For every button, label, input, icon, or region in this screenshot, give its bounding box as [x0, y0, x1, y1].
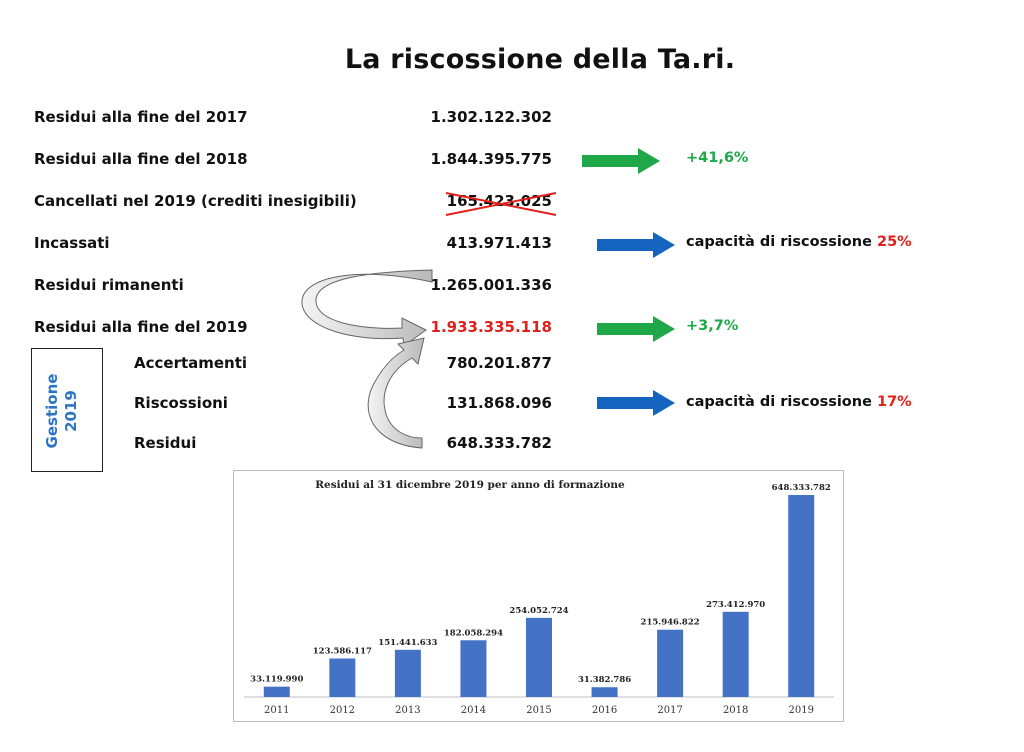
row-label-incassati: Incassati	[34, 234, 110, 252]
curved-arrows-graphic	[301, 269, 433, 449]
data-label-2012: 123.586.117	[313, 646, 372, 656]
page-title: La riscossione della Ta.ri.	[344, 44, 736, 75]
row-label-residui-2017: Residui alla fine del 2017	[34, 108, 248, 126]
bar-chart: Residui al 31 dicembre 2019 per anno di …	[244, 479, 834, 716]
tick-label-2018: 2018	[723, 705, 748, 716]
green-arrow-2019	[597, 316, 675, 342]
bar-2018	[722, 611, 749, 697]
bar-2012	[329, 658, 356, 697]
tick-label-2017: 2017	[657, 705, 682, 716]
row-label-residui-rimanenti: Residui rimanenti	[34, 276, 184, 294]
row-value-residui-2018: 1.844.395.775	[430, 150, 552, 168]
bar-2016	[591, 687, 618, 697]
data-label-2016: 31.382.786	[578, 675, 631, 685]
gestione-label-accertamenti: Accertamenti	[134, 354, 248, 372]
bar-2017	[657, 629, 684, 697]
chart-container: Residui al 31 dicembre 2019 per anno di …	[233, 470, 844, 722]
capacity-gestione-percent: 17%	[876, 394, 912, 410]
data-label-2019: 648.333.782	[772, 483, 831, 493]
data-label-2017: 215.946.822	[641, 618, 700, 628]
tick-label-2012: 2012	[330, 705, 355, 716]
gestione-label-riscossioni: Riscossioni	[134, 394, 228, 412]
data-label-2013: 151.441.633	[378, 638, 437, 648]
blue-arrow-incassati	[597, 232, 675, 258]
tick-label-2015: 2015	[526, 705, 551, 716]
bar-2013	[394, 649, 421, 697]
row-label-residui-2019: Residui alla fine del 2019	[34, 318, 248, 336]
row-value-residui-2019: 1.933.335.118	[430, 318, 552, 336]
chart-title: Residui al 31 dicembre 2019 per anno di …	[315, 479, 625, 491]
growth-2019-note: +3,7%	[686, 318, 739, 334]
gestione-label-residui: Residui	[134, 434, 197, 452]
tick-label-2014: 2014	[461, 705, 486, 716]
data-label-2011: 33.119.990	[250, 675, 303, 685]
gestione-value-riscossioni: 131.868.096	[446, 394, 552, 412]
gestione-box: Gestione 2019	[31, 348, 103, 472]
row-value-residui-2017: 1.302.122.302	[430, 108, 552, 126]
tick-label-2016: 2016	[592, 705, 617, 716]
capacity-gestione-note: capacità di riscossione 17%	[686, 394, 912, 410]
data-label-2014: 182.058.294	[444, 628, 503, 638]
row-label-cancellati: Cancellati nel 2019 (crediti inesigibili…	[34, 192, 357, 210]
green-arrow-2018	[582, 148, 660, 174]
row-value-residui-rimanenti: 1.265.001.336	[430, 276, 552, 294]
growth-2018-note: +41,6%	[686, 150, 749, 166]
capacity-incassati-note: capacità di riscossione 25%	[686, 234, 912, 250]
row-value-cancellati: 165.423.025	[446, 192, 552, 210]
bar-2011	[263, 686, 290, 697]
tick-label-2013: 2013	[395, 705, 420, 716]
bar-2014	[460, 640, 487, 697]
capacity-incassati-percent: 25%	[876, 234, 912, 250]
tick-label-2019: 2019	[788, 705, 813, 716]
bar-2019	[788, 495, 815, 697]
gestione-label: Gestione 2019	[43, 373, 80, 449]
gestione-value-residui: 648.333.782	[446, 434, 552, 452]
blue-arrow-riscossioni	[597, 390, 675, 416]
row-value-incassati: 413.971.413	[446, 234, 552, 252]
row-label-residui-2018: Residui alla fine del 2018	[34, 150, 248, 168]
tick-label-2011: 2011	[264, 705, 289, 716]
data-label-2015: 254.052.724	[509, 606, 568, 616]
data-label-2018: 273.412.970	[706, 600, 765, 610]
gestione-value-accertamenti: 780.201.877	[446, 354, 552, 372]
bar-2015	[526, 617, 552, 697]
strike-through-cross	[445, 192, 557, 216]
